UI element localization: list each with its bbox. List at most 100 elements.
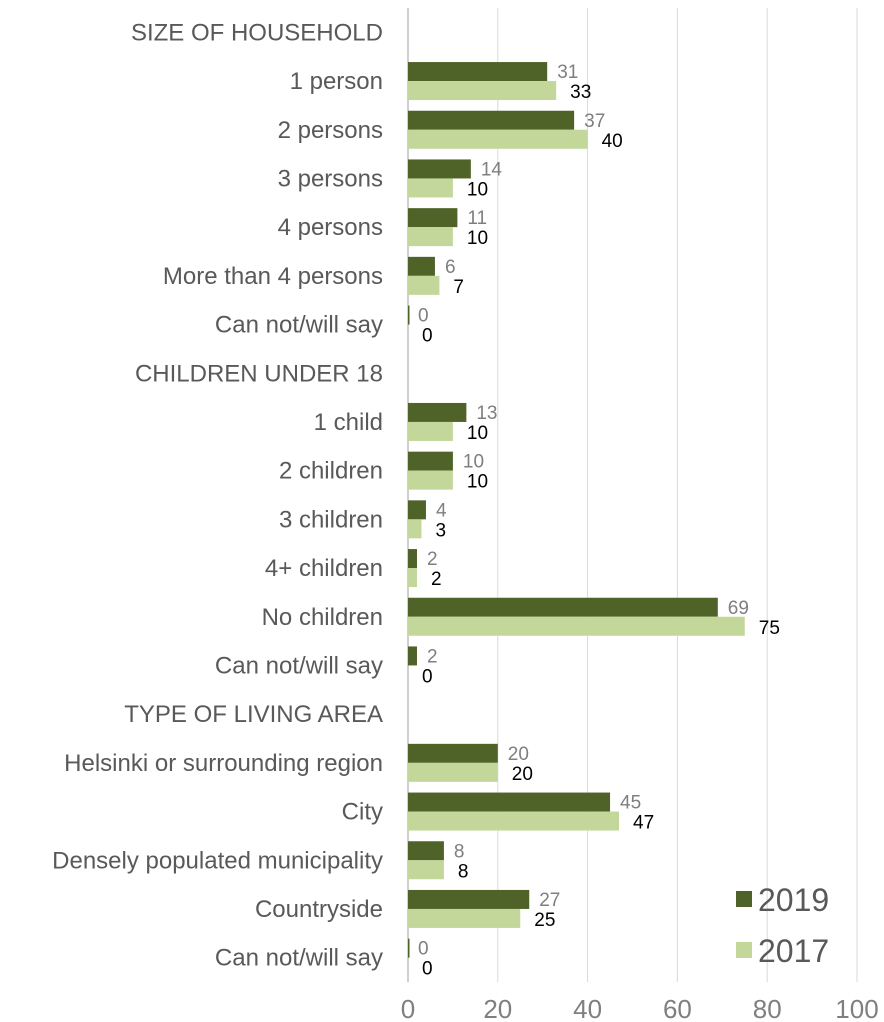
data-label-2017: 2 bbox=[431, 569, 442, 590]
category-label: 2 children bbox=[279, 458, 383, 485]
bar-2019 bbox=[408, 62, 548, 82]
category-label: Can not/will say bbox=[215, 945, 383, 972]
data-label-2019: 37 bbox=[584, 111, 605, 132]
gridlines bbox=[497, 8, 858, 982]
bar-2019 bbox=[408, 549, 417, 569]
bar-2019 bbox=[408, 841, 444, 861]
data-label-2019: 2 bbox=[427, 549, 438, 570]
bar-2017 bbox=[408, 762, 498, 782]
x-tick-label: 40 bbox=[573, 994, 602, 1022]
data-label-2017: 7 bbox=[453, 277, 464, 298]
x-tick-label: 20 bbox=[483, 994, 512, 1022]
bar-2019 bbox=[408, 305, 410, 325]
category-label: 2 persons bbox=[278, 117, 383, 144]
data-label-2017: 20 bbox=[512, 764, 533, 785]
bar-2017 bbox=[408, 811, 620, 831]
bar-2019 bbox=[408, 451, 453, 471]
data-label-2017: 47 bbox=[633, 813, 654, 834]
category-label: Helsinki or surrounding region bbox=[64, 750, 383, 777]
data-label-2019: 0 bbox=[418, 306, 429, 327]
data-label-2017: 25 bbox=[534, 910, 555, 931]
legend: 2019 2017 bbox=[736, 882, 829, 969]
data-label-2019: 31 bbox=[557, 62, 578, 83]
bar-2019 bbox=[408, 208, 458, 228]
data-label-2019: 6 bbox=[445, 257, 456, 278]
data-label-2017: 0 bbox=[422, 326, 433, 347]
bar-2019 bbox=[408, 938, 410, 958]
bar-2019 bbox=[408, 110, 575, 130]
data-label-2019: 11 bbox=[467, 208, 487, 229]
category-label: CHILDREN UNDER 18 bbox=[135, 360, 383, 387]
data-labels: 3133374014101110670013101010432269752020… bbox=[418, 62, 780, 980]
bar-2019 bbox=[408, 597, 718, 617]
bar-2017 bbox=[408, 568, 417, 588]
legend-swatch-2019 bbox=[736, 891, 752, 907]
data-label-2017: 8 bbox=[458, 861, 469, 882]
bar-2017 bbox=[408, 81, 557, 101]
category-label: SIZE OF HOUSEHOLD bbox=[131, 19, 383, 46]
bar-2019 bbox=[408, 646, 417, 666]
category-label: No children bbox=[262, 604, 383, 631]
bar-2019 bbox=[408, 402, 467, 422]
category-label: Can not/will say bbox=[215, 312, 383, 339]
legend-label-2017: 2017 bbox=[758, 933, 829, 969]
category-label: 1 child bbox=[314, 409, 383, 436]
bar-2019 bbox=[408, 792, 611, 812]
bar-2017 bbox=[408, 860, 444, 880]
data-label-2017: 3 bbox=[435, 520, 446, 541]
x-tick-label: 100 bbox=[835, 994, 878, 1022]
category-label: 1 person bbox=[290, 68, 383, 95]
data-label-2019: 27 bbox=[539, 890, 560, 911]
bar-2017 bbox=[408, 470, 453, 490]
category-label: Can not/will say bbox=[215, 652, 383, 679]
data-label-2017: 40 bbox=[602, 131, 623, 152]
data-label-2017: 10 bbox=[467, 228, 488, 249]
x-tick-label: 80 bbox=[753, 994, 782, 1022]
data-label-2019: 14 bbox=[481, 159, 503, 180]
bar-2017 bbox=[408, 129, 588, 149]
data-label-2017: 10 bbox=[467, 423, 488, 444]
x-axis-tick-labels: 0 20 40 60 80 100 bbox=[401, 994, 879, 1022]
bar-2017 bbox=[408, 227, 453, 247]
category-label: 4 persons bbox=[278, 214, 383, 241]
category-label: 4+ children bbox=[265, 555, 383, 582]
data-label-2017: 0 bbox=[422, 959, 433, 980]
data-label-2019: 45 bbox=[620, 793, 641, 814]
data-label-2017: 33 bbox=[570, 82, 591, 103]
legend-label-2019: 2019 bbox=[758, 882, 829, 918]
legend-swatch-2017 bbox=[736, 942, 752, 958]
data-label-2019: 0 bbox=[418, 939, 429, 960]
bar-2017 bbox=[408, 178, 453, 198]
category-labels: SIZE OF HOUSEHOLD 1 person 2 persons 3 pers… bbox=[52, 19, 383, 971]
bar-2017 bbox=[408, 908, 521, 928]
data-label-2017: 10 bbox=[467, 179, 488, 200]
data-label-2019: 4 bbox=[436, 500, 447, 521]
bar-2019 bbox=[408, 159, 471, 179]
x-tick-label: 60 bbox=[663, 994, 692, 1022]
bar-2017 bbox=[408, 275, 440, 295]
data-label-2019: 8 bbox=[454, 841, 465, 862]
data-label-2019: 10 bbox=[463, 452, 484, 473]
category-label: TYPE OF LIVING AREA bbox=[124, 701, 383, 728]
bars bbox=[408, 62, 745, 958]
bar-2017 bbox=[408, 421, 453, 441]
data-label-2017: 0 bbox=[422, 666, 433, 687]
data-label-2019: 69 bbox=[728, 598, 749, 619]
category-label: More than 4 persons bbox=[163, 263, 383, 290]
category-label: 3 children bbox=[279, 506, 383, 533]
bar-2017 bbox=[408, 519, 422, 539]
category-label: Densely populated municipality bbox=[52, 847, 383, 874]
category-label: City bbox=[342, 799, 383, 826]
data-label-2019: 2 bbox=[427, 646, 438, 667]
bar-2019 bbox=[408, 889, 530, 909]
bar-2019 bbox=[408, 743, 498, 763]
data-label-2019: 20 bbox=[508, 744, 529, 765]
data-label-2017: 10 bbox=[467, 472, 488, 493]
category-label: 3 persons bbox=[278, 165, 383, 192]
bar-2019 bbox=[408, 500, 426, 520]
category-label: Countryside bbox=[255, 896, 383, 923]
bar-2019 bbox=[408, 256, 435, 276]
bar-2017 bbox=[408, 616, 745, 636]
x-tick-label: 0 bbox=[401, 994, 415, 1022]
